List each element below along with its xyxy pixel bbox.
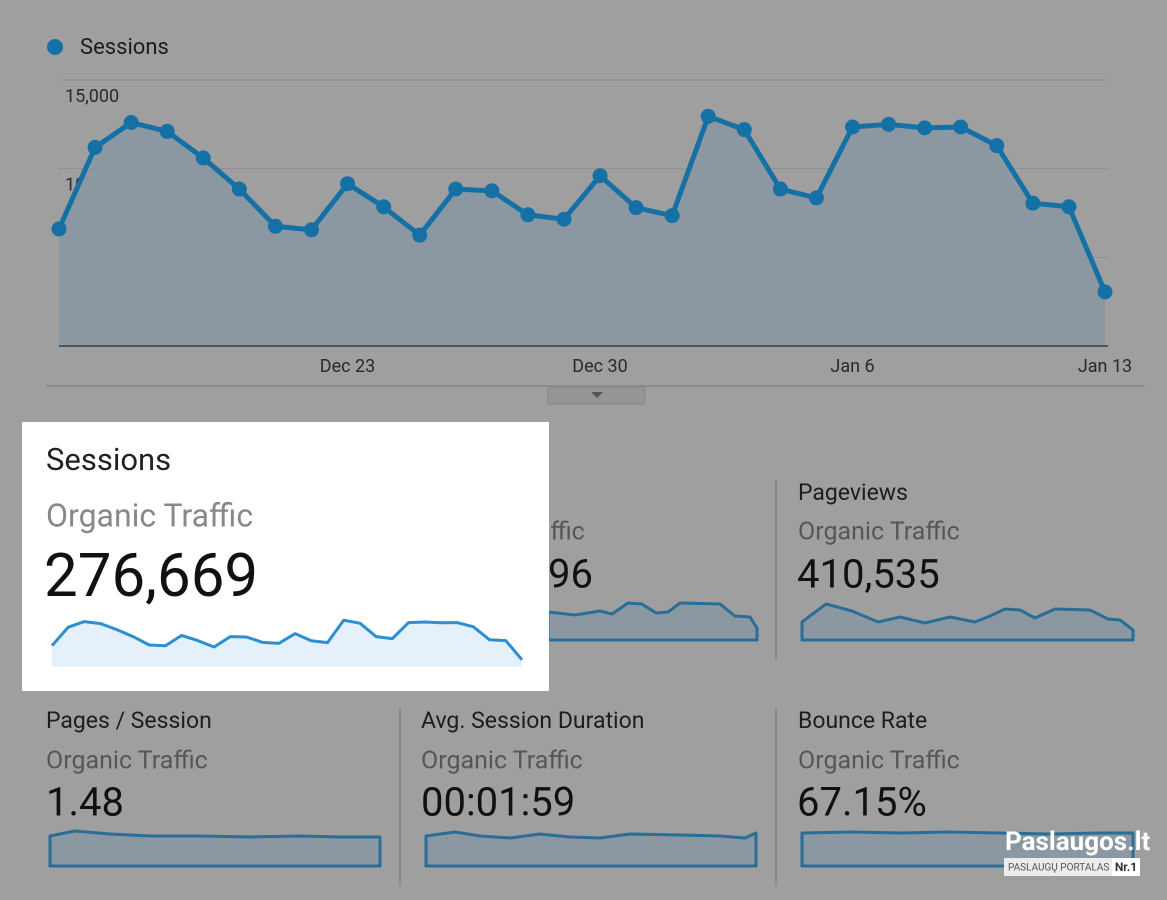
point bbox=[592, 168, 608, 184]
watermark-brand: Paslaugos.lt bbox=[1005, 827, 1151, 857]
point bbox=[123, 115, 139, 131]
point bbox=[808, 190, 824, 206]
point bbox=[1097, 284, 1113, 300]
card-subtitle: Organic Traffic bbox=[46, 496, 253, 534]
point bbox=[51, 221, 67, 237]
card-value: 276,669 bbox=[44, 540, 258, 611]
legend-marker bbox=[47, 39, 63, 55]
point bbox=[412, 227, 428, 243]
card-subtitle: Organic Traffic bbox=[798, 747, 960, 776]
sparkline bbox=[800, 602, 1135, 642]
sessions-sparkline bbox=[50, 618, 524, 667]
x-tick-label: Dec 23 bbox=[320, 356, 375, 377]
watermark-badge-box bbox=[1112, 858, 1140, 876]
point bbox=[267, 218, 283, 234]
point bbox=[195, 150, 211, 166]
point bbox=[664, 208, 680, 224]
point bbox=[1025, 195, 1041, 211]
point bbox=[231, 181, 247, 197]
point bbox=[484, 183, 500, 199]
legend-label: Sessions bbox=[80, 35, 169, 60]
sparkline bbox=[546, 601, 759, 642]
point bbox=[340, 176, 356, 192]
card-value: 00:01:59 bbox=[421, 779, 575, 826]
card-value: 96 bbox=[548, 551, 593, 598]
point bbox=[989, 138, 1005, 154]
area bbox=[59, 116, 1105, 346]
point bbox=[628, 200, 644, 216]
card-value: 67.15% bbox=[797, 779, 927, 826]
card-title: Pages / Session bbox=[46, 707, 212, 734]
card-value: 410,535 bbox=[797, 551, 940, 598]
point bbox=[448, 181, 464, 197]
point bbox=[303, 222, 319, 238]
card-value: 1.48 bbox=[46, 779, 124, 826]
watermark-bar bbox=[1004, 858, 1112, 876]
watermark-badge: Nr.1 bbox=[1115, 860, 1137, 874]
sparkline bbox=[48, 829, 382, 868]
point bbox=[772, 181, 788, 197]
point bbox=[953, 119, 969, 135]
point bbox=[917, 120, 933, 136]
card-subtitle: Organic Traffic bbox=[46, 747, 208, 776]
y-tick-label: 15,000 bbox=[65, 86, 119, 107]
point bbox=[881, 116, 897, 132]
card-title: Sessions bbox=[46, 441, 171, 478]
point bbox=[700, 108, 716, 124]
card-title: Bounce Rate bbox=[798, 707, 927, 734]
point bbox=[736, 122, 752, 138]
x-tick-label: Jan 6 bbox=[830, 356, 874, 377]
point bbox=[376, 199, 392, 215]
point bbox=[556, 211, 572, 227]
card-title: Pageviews bbox=[798, 479, 908, 506]
card-title: Avg. Session Duration bbox=[421, 707, 644, 734]
expand-arrow bbox=[591, 392, 603, 398]
point bbox=[159, 123, 175, 139]
point bbox=[87, 139, 103, 155]
card-subtitle: Organic Traffic bbox=[421, 747, 583, 776]
point bbox=[845, 119, 861, 135]
card-subtitle: Organic Traffic bbox=[798, 518, 960, 547]
point bbox=[1061, 199, 1077, 215]
sparkline-line bbox=[50, 618, 524, 661]
point bbox=[520, 207, 536, 223]
sparkline bbox=[424, 830, 758, 868]
x-tick-label: Dec 30 bbox=[572, 356, 627, 377]
sparkline-area bbox=[52, 620, 522, 667]
watermark-tagline: PASLAUGŲ PORTALAS bbox=[1008, 863, 1109, 874]
x-tick-label: Jan 13 bbox=[1078, 356, 1132, 377]
